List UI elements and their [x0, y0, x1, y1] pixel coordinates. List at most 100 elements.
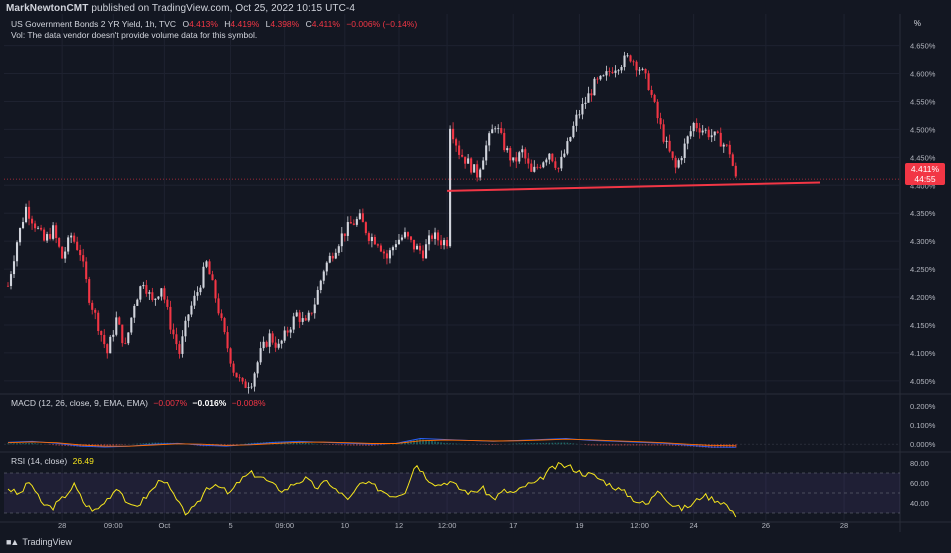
candle-body: [391, 247, 395, 251]
candle-body: [334, 252, 337, 259]
candle-body: [229, 348, 232, 364]
candle-body: [596, 78, 599, 80]
candle-body: [409, 236, 413, 240]
candle-body: [446, 240, 449, 247]
candle-body: [211, 274, 214, 281]
candle-body: [500, 128, 503, 133]
open-label: O: [182, 19, 190, 29]
candle-body: [473, 164, 476, 173]
candle-body: [304, 318, 307, 321]
publisher-line: MarkNewtonCMT published on TradingView.c…: [6, 3, 355, 14]
candle-body: [133, 305, 136, 318]
candle-body: [319, 280, 322, 291]
candle-body: [127, 332, 130, 344]
candle-body: [12, 261, 16, 275]
candle-body: [482, 160, 485, 170]
price-tick-label: 4.400%: [910, 181, 936, 190]
candle-body: [599, 75, 602, 80]
candle-body: [166, 299, 169, 307]
candle-body: [112, 334, 115, 337]
candle-body: [175, 334, 178, 345]
candle-body: [265, 341, 268, 347]
candle-body: [560, 156, 563, 169]
candle-body: [70, 235, 73, 238]
candle-body: [256, 362, 259, 374]
macd-legend[interactable]: MACD (12, 26, close, 9, EMA, EMA) −0.007…: [11, 398, 266, 408]
time-tick-label: 12:00: [438, 521, 457, 530]
time-tick-label: 26: [762, 521, 770, 530]
candle-body: [376, 244, 379, 246]
candle-body: [497, 128, 500, 129]
candle-body: [349, 222, 352, 224]
candle-body: [674, 157, 677, 168]
candle-body: [491, 129, 494, 134]
candle-body: [226, 332, 229, 349]
price-tick-label: 4.050%: [910, 377, 936, 386]
publisher-author[interactable]: MarkNewtonCMT: [6, 3, 89, 14]
high-label: H: [224, 19, 231, 29]
candle-body: [494, 128, 497, 130]
time-tick-label: Oct: [159, 521, 172, 530]
candle-body: [274, 342, 277, 348]
candle-body: [106, 344, 109, 354]
candle-body: [289, 329, 292, 333]
candle-body: [139, 286, 142, 300]
macd-pane: [4, 438, 900, 449]
candle-body: [373, 237, 376, 245]
high-value: 4.419%: [230, 19, 260, 29]
candle-body: [593, 78, 596, 96]
candle-body: [196, 292, 199, 296]
candle-body: [31, 218, 34, 224]
candle-body: [34, 223, 37, 229]
candle-body: [476, 164, 479, 178]
candle-body: [6, 285, 10, 287]
publisher-text: published on TradingView.com, Oct 25, 20…: [91, 3, 356, 14]
close-value: 4.411%: [311, 19, 340, 29]
candle-body: [638, 69, 641, 71]
candle-body: [653, 94, 656, 102]
candle-body: [470, 158, 473, 173]
bar-countdown: 44:55: [914, 174, 936, 184]
candle-body: [181, 336, 184, 354]
rsi-pane: [4, 461, 900, 518]
candle-body: [611, 72, 614, 73]
axes: 4.050% 4.100% 4.150% 4.200% 4.250% 4.300% 4.35…: [58, 42, 936, 530]
candle-body: [662, 124, 665, 142]
candle-body: [64, 251, 67, 259]
candle-body: [584, 102, 587, 104]
rsi-tick-label: 40.00: [910, 499, 929, 508]
candle-body: [382, 251, 385, 254]
support-line[interactable]: [447, 181, 821, 192]
candle-body: [485, 145, 488, 161]
candle-body: [461, 154, 464, 157]
candle-body: [443, 240, 446, 246]
candle-body: [49, 234, 52, 239]
candle-body: [397, 239, 401, 245]
candle-body: [581, 103, 584, 115]
macd-label: MACD (12, 26, close, 9, EMA, EMA): [11, 398, 148, 408]
price-axis-unit: %: [913, 19, 921, 28]
candle-body: [295, 312, 298, 317]
candle-body: [467, 158, 470, 164]
candle-body: [713, 131, 716, 136]
candle-body: [524, 149, 527, 159]
candle-body: [73, 235, 76, 242]
candle-body: [527, 158, 530, 164]
change-value: −0.006% (−0.14%): [346, 19, 418, 29]
candle-body: [301, 318, 304, 322]
candle-body: [427, 235, 431, 245]
rsi-value: 26.49: [72, 456, 94, 466]
time-tick-label: 09:00: [275, 521, 294, 530]
candle-body: [331, 255, 334, 259]
low-value: 4.398%: [270, 19, 300, 29]
tradingview-logo[interactable]: ■▲ TradingView: [6, 537, 72, 547]
candle-body: [361, 213, 364, 223]
candle-body: [665, 140, 668, 142]
macd-tick-label: 0.000%: [910, 440, 936, 449]
rsi-legend[interactable]: RSI (14, close) 26.49: [11, 456, 94, 466]
candle-body: [614, 70, 617, 73]
price-tick-label: 4.300%: [910, 237, 936, 246]
symbol-title[interactable]: US Government Bonds 2 YR Yield, 1h, TVC: [11, 19, 177, 29]
time-tick-label: 12: [395, 521, 403, 530]
